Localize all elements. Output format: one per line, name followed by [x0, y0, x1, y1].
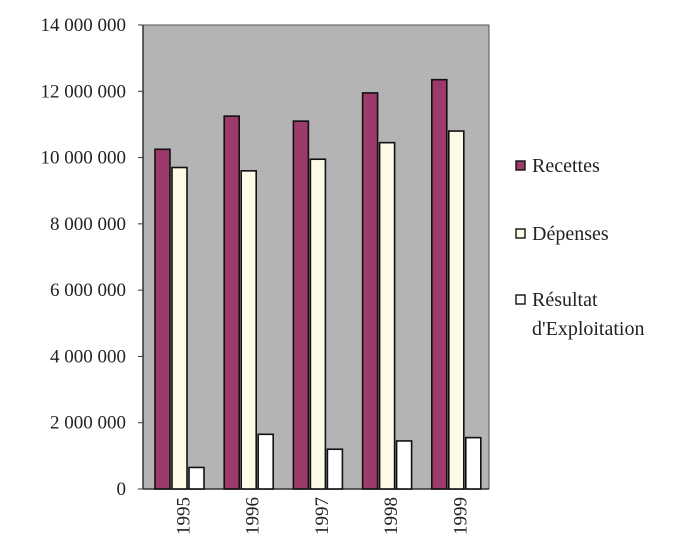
bar-d-penses-1999	[447, 130, 465, 490]
x-tick-label: 1996	[243, 497, 264, 535]
x-tick-label: 1998	[381, 497, 402, 535]
legend: Recettes Dépenses Résultat d'Exploitation	[515, 155, 644, 340]
y-tick-label: 12 000 000	[41, 81, 127, 102]
legend-label: Résultat	[532, 289, 598, 311]
bar-r-sultat-d-exploitation-1999	[464, 436, 482, 490]
legend-label: Recettes	[532, 155, 600, 177]
legend-swatch	[515, 294, 526, 305]
bar-d-penses-1996	[240, 170, 257, 490]
bar-r-sultat-d-exploitation-1995	[188, 466, 205, 490]
y-tick-label: 14 000 000	[41, 15, 127, 36]
bar-r-sultat-d-exploitation-1996	[257, 433, 275, 490]
bar-recettes-1999	[430, 78, 448, 490]
bar-d-penses-1998	[378, 141, 396, 490]
y-tick-label: 6 000 000	[50, 280, 126, 301]
bars-group	[154, 78, 482, 490]
y-tick-label: 2 000 000	[50, 413, 126, 434]
bar-recettes-1997	[292, 120, 310, 490]
bar-recettes-1998	[361, 92, 379, 490]
y-tick-label: 4 000 000	[50, 346, 126, 367]
bar-r-sultat-d-exploitation-1998	[395, 440, 413, 490]
y-tick-label: 10 000 000	[41, 148, 127, 169]
bar-r-sultat-d-exploitation-1997	[326, 448, 344, 490]
y-tick-label: 0	[117, 479, 127, 500]
legend-label: d'Exploitation	[532, 318, 644, 340]
bar-recettes-1995	[154, 148, 171, 490]
x-tick-label: 1999	[450, 497, 471, 535]
x-axis-labels: 1995 1996 1997 1998 1999	[174, 497, 472, 535]
x-tick-label: 1995	[174, 497, 195, 535]
bar-d-penses-1997	[309, 158, 327, 490]
x-tick-label: 1997	[312, 497, 333, 535]
y-tick-label: 8 000 000	[50, 214, 126, 235]
legend-swatch	[515, 160, 526, 171]
legend-swatch	[515, 228, 526, 239]
bar-recettes-1996	[223, 115, 240, 490]
y-axis-ticks: 0 2 000 000 4 000 000 6 000 000 8 000 000 10 …	[41, 15, 143, 500]
legend-label: Dépenses	[532, 223, 609, 245]
bar-d-penses-1995	[171, 166, 188, 490]
